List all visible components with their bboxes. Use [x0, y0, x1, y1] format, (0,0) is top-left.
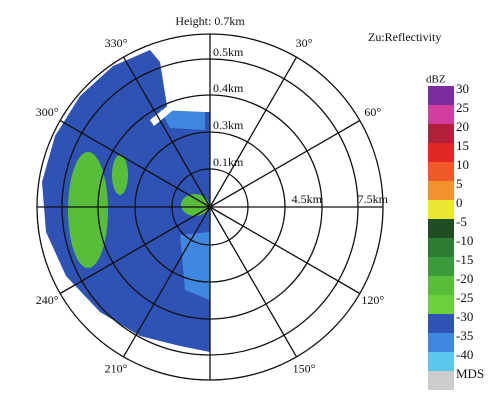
radar-display: Height: 0.7km Zu:Reflectivity dBZ 0.5km 0…: [0, 0, 492, 394]
azimuth-label: 60°: [364, 105, 381, 119]
colorbar-label: 0: [456, 195, 463, 210]
colorbar-swatch: [428, 162, 454, 181]
colorbar-swatch: [428, 352, 454, 371]
colorbar-swatch: [428, 333, 454, 352]
colorbar-label: -40: [456, 347, 473, 362]
colorbar-swatch: [428, 257, 454, 276]
colorbar-swatch: [428, 295, 454, 314]
azimuth-label: 120°: [361, 293, 384, 307]
colorbar-label: 15: [456, 138, 469, 153]
product-label: Zu:Reflectivity: [368, 30, 441, 44]
colorbar-label: -15: [456, 252, 473, 267]
height-label: 0.4km: [213, 81, 244, 95]
colorbar-label: -20: [456, 271, 473, 286]
azimuth-label: 210°: [105, 362, 128, 376]
colorbar-label: 20: [456, 119, 469, 134]
colorbar-swatch: [428, 238, 454, 257]
colorbar-label: 5: [456, 176, 463, 191]
colorbar-label: 10: [456, 157, 469, 172]
colorbar-swatch: [428, 124, 454, 143]
colorbar-swatch: [428, 276, 454, 295]
height-label: 0.3km: [213, 118, 244, 132]
colorbar-label: 30: [456, 81, 469, 96]
colorbar-label: -5: [456, 214, 467, 229]
colorbar-label: -35: [456, 328, 473, 343]
azimuth-label: 30°: [296, 36, 313, 50]
colorbar-label: -10: [456, 233, 473, 248]
colorbar-label: -25: [456, 290, 473, 305]
colorbar-label: 25: [456, 100, 469, 115]
colorbar-swatch: [428, 219, 454, 238]
colorbar-swatch: [428, 371, 454, 390]
colorbar-swatch: [428, 143, 454, 162]
colorbar-swatch: [428, 314, 454, 333]
echo-area: [112, 155, 128, 195]
azimuth-label: 150°: [293, 362, 316, 376]
colorbar-swatch: [428, 105, 454, 124]
range-label: 7.5km: [358, 192, 389, 206]
colorbar-swatch: [428, 200, 454, 219]
colorbar-label: -30: [456, 309, 473, 324]
colorbar-unit: dBZ: [426, 74, 446, 86]
echo-area: [68, 152, 108, 268]
height-label: 0.1km: [213, 155, 244, 169]
azimuth-label: 300°: [36, 105, 59, 119]
colorbar-swatch: [428, 86, 454, 105]
height-label: 0.5km: [213, 45, 244, 59]
azimuth-label: 240°: [36, 293, 59, 307]
colorbar-swatch: [428, 181, 454, 200]
azimuth-label: 330°: [105, 36, 128, 50]
title: Height: 0.7km: [175, 14, 245, 28]
colorbar-label: MDS: [456, 366, 484, 381]
range-label: 4.5km: [292, 192, 323, 206]
